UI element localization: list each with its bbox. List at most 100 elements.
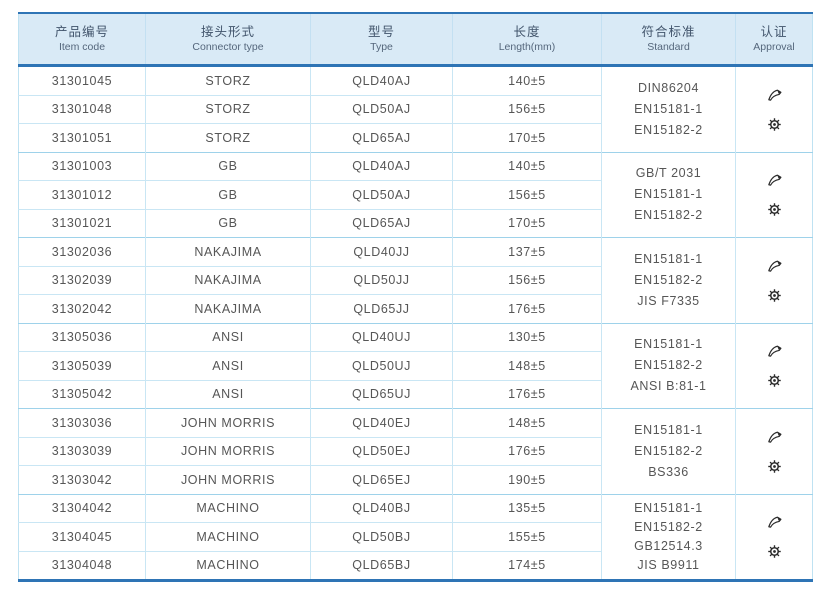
approval-cell (735, 65, 813, 152)
length-cell: 176±5 (452, 294, 602, 323)
standard-line: EN15181-1 (634, 251, 703, 266)
length-cell: 135±5 (452, 493, 602, 523)
standard-line: GB12514.3 (634, 538, 703, 553)
type-cell: QLD50UJ (310, 351, 453, 380)
table-row: 31301021 GB QLD65AJ 170±5 (18, 208, 813, 238)
length-cell: 156±5 (452, 180, 602, 209)
approval-cell (735, 408, 813, 494)
column-header-zh: 型号 (367, 24, 395, 39)
wheelmark-icon (767, 117, 782, 132)
table-row: 31302039 NAKAJIMA QLD50JJ 156±5 (18, 265, 813, 295)
item-code-cell: 31305042 (18, 379, 146, 409)
table-row: 31301045 STORZ QLD40AJ 140±5 DIN86204 EN15181… (18, 65, 813, 152)
column-header-en: Approval (753, 40, 795, 53)
product-spec-table-wrap: 产品编号 Item code 接头形式 Connector type 型号 Type 长度 L… (18, 12, 813, 582)
certification-logo-icon (766, 429, 783, 446)
item-code-cell: 31303042 (18, 465, 146, 494)
approval-icon-stack (736, 258, 812, 303)
wheelmark-icon (767, 288, 782, 303)
connector-type-cell: GB (145, 208, 311, 238)
connector-type-cell: JOHN MORRIS (145, 408, 311, 437)
column-header-zh: 接头形式 (200, 24, 255, 39)
type-cell: QLD50AJ (310, 94, 453, 124)
item-code-cell: 31301051 (18, 123, 146, 152)
standard-cell: EN15181-1 EN15182-2 ANSI B:81-1 (601, 322, 736, 409)
item-code-cell: 31302036 (18, 237, 146, 266)
type-cell: QLD65UJ (310, 379, 453, 409)
standard-cell: EN15181-1 EN15182-2 GB12514.3 JIS B9911 (601, 493, 736, 581)
item-code-cell: 31301045 (18, 65, 146, 95)
approval-cell (735, 493, 813, 581)
standard-line: EN15181-1 (634, 500, 703, 515)
length-cell: 190±5 (452, 465, 602, 494)
certification-logo-icon (766, 514, 783, 531)
column-header-zh: 认证 (760, 24, 788, 39)
column-header-en: Connector type (192, 40, 264, 53)
table-row: 31303036 JOHN MORRIS QLD40EJ 148±5 EN15181-1… (18, 408, 813, 494)
type-cell: QLD40AJ (310, 151, 453, 181)
certification-logo-icon (766, 258, 783, 275)
standard-line: EN15182-2 (634, 519, 703, 534)
table-row: 31301051 STORZ QLD65AJ 170±5 (18, 123, 813, 152)
certification-logo-icon (766, 87, 783, 104)
type-cell: QLD65AJ (310, 208, 453, 238)
length-cell: 176±5 (452, 379, 602, 409)
table-row: 31304042 MACHINO QLD40BJ 135±5 EN15181-1 EN15… (18, 493, 813, 581)
column-header-zh: 符合标准 (641, 24, 696, 39)
length-cell: 140±5 (452, 65, 602, 95)
standard-line: EN15182-2 (634, 208, 703, 223)
connector-type-cell: JOHN MORRIS (145, 436, 311, 466)
length-cell: 148±5 (452, 408, 602, 437)
length-cell: 156±5 (452, 265, 602, 295)
length-cell: 137±5 (452, 237, 602, 266)
connector-type-cell: STORZ (145, 65, 311, 95)
length-cell: 176±5 (452, 436, 602, 466)
connector-type-cell: NAKAJIMA (145, 237, 311, 266)
connector-type-cell: STORZ (145, 94, 311, 124)
length-cell: 148±5 (452, 351, 602, 380)
approval-icon-stack (736, 514, 812, 559)
connector-type-cell: GB (145, 180, 311, 209)
standard-line: ANSI B:81-1 (630, 379, 707, 394)
item-code-cell: 31301003 (18, 151, 146, 181)
item-code-cell: 31301012 (18, 180, 146, 209)
approval-icon-stack (736, 429, 812, 474)
item-code-cell: 31304048 (18, 550, 146, 581)
item-code-cell: 31302039 (18, 265, 146, 295)
type-cell: QLD65AJ (310, 123, 453, 152)
type-cell: QLD50EJ (310, 436, 453, 466)
length-cell: 170±5 (452, 208, 602, 238)
table-row: 31302036 NAKAJIMA QLD40JJ 137±5 EN15181-1 EN1… (18, 237, 813, 323)
column-header-item-code: 产品编号 Item code (18, 13, 146, 67)
wheelmark-icon (767, 544, 782, 559)
length-cell: 130±5 (452, 322, 602, 352)
connector-type-cell: ANSI (145, 322, 311, 352)
type-cell: QLD65EJ (310, 465, 453, 494)
type-cell: QLD65JJ (310, 294, 453, 323)
standard-line: JIS B9911 (637, 557, 700, 572)
type-cell: QLD50AJ (310, 180, 453, 209)
length-cell: 155±5 (452, 522, 602, 551)
item-code-cell: 31303039 (18, 436, 146, 466)
column-header-length-mm-: 长度 Length(mm) (452, 13, 602, 67)
column-header-type: 型号 Type (310, 13, 453, 67)
table-row: 31305039 ANSI QLD50UJ 148±5 (18, 351, 813, 380)
type-cell: QLD50BJ (310, 522, 453, 551)
connector-type-cell: STORZ (145, 123, 311, 152)
approval-icon-stack (736, 343, 812, 388)
table-row: 31301012 GB QLD50AJ 156±5 (18, 180, 813, 209)
type-cell: QLD40JJ (310, 237, 453, 266)
table-row: 31301003 GB QLD40AJ 140±5 GB/T 2031 EN15181-1… (18, 151, 813, 238)
table-row: 31303042 JOHN MORRIS QLD65EJ 190±5 (18, 465, 813, 494)
standard-line: EN15181-1 (634, 101, 703, 116)
standard-line: GB/T 2031 (635, 166, 702, 181)
length-cell: 140±5 (452, 151, 602, 181)
type-cell: QLD40UJ (310, 322, 453, 352)
column-header-en: Item code (58, 40, 106, 53)
connector-type-cell: NAKAJIMA (145, 294, 311, 323)
column-header-en: Type (370, 40, 393, 53)
item-code-cell: 31303036 (18, 408, 146, 437)
column-header-en: Standard (647, 40, 690, 53)
item-code-cell: 31305036 (18, 322, 146, 352)
column-header-approval: 认证 Approval (735, 13, 813, 67)
